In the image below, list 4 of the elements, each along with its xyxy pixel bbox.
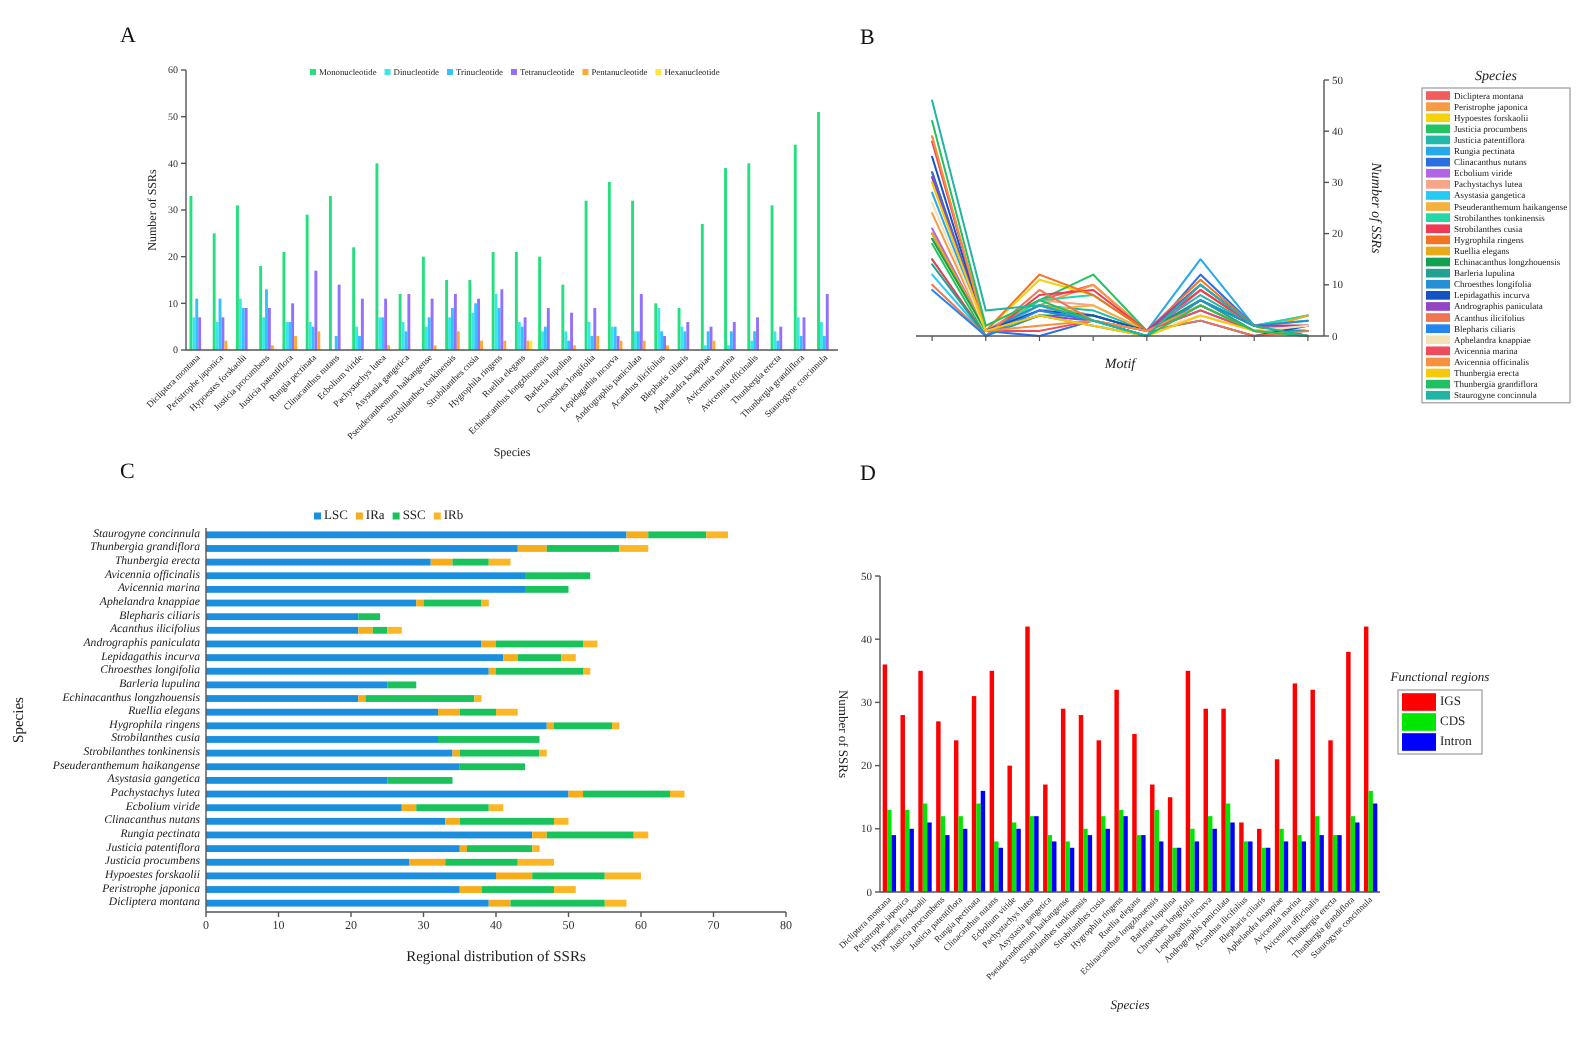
chart-title: B: [860, 26, 875, 50]
chart-title: C: [120, 460, 135, 484]
chart-title: D: [860, 462, 876, 486]
chart-title: A: [120, 24, 136, 48]
